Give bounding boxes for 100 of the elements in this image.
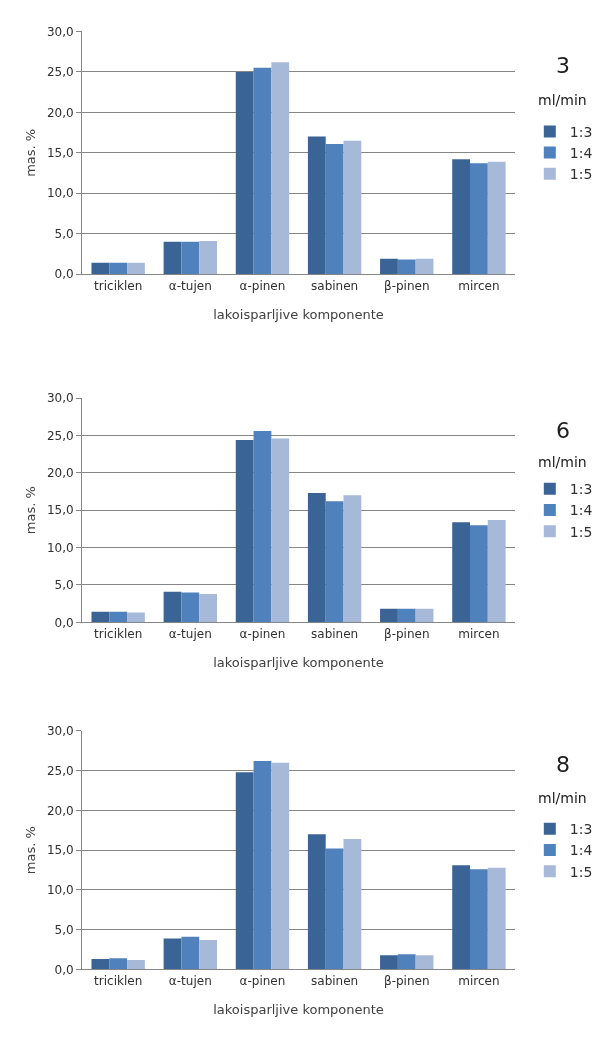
x-tick-label: α-pinen (239, 278, 286, 293)
bar (235, 439, 254, 623)
x-tick-label: sabinen (311, 278, 359, 293)
bar (325, 501, 344, 623)
bar (343, 495, 362, 623)
bar (487, 161, 506, 275)
y-tick-label: 5,0 (54, 226, 74, 241)
legend-label: 1:3 (569, 481, 593, 498)
bar (380, 608, 398, 623)
y-tick-label: 0,0 (54, 615, 74, 630)
bar (397, 954, 416, 970)
x-tick-label: mircen (458, 626, 500, 641)
bar (415, 955, 434, 970)
bar (470, 525, 488, 623)
bar (109, 262, 128, 275)
bar (487, 867, 506, 970)
bar (163, 938, 182, 970)
bar (127, 959, 145, 970)
bar (109, 611, 128, 623)
x-axis-title: lakoisparljive komponente (213, 1002, 384, 1018)
bar (91, 611, 110, 623)
x-tick-label: β-pinen (383, 973, 430, 988)
y-axis-title: mas. % (22, 128, 38, 177)
bar (271, 762, 290, 970)
bar (91, 959, 110, 970)
bar (91, 262, 110, 275)
y-tick-label: 15,0 (46, 843, 74, 858)
bar (415, 608, 434, 623)
bar (470, 163, 488, 275)
legend-label: 1:5 (569, 166, 593, 183)
y-tick-label: 5,0 (54, 578, 74, 593)
x-tick-label: sabinen (311, 973, 359, 988)
y-tick-label: 10,0 (46, 186, 74, 201)
bar (109, 958, 128, 970)
bar (163, 241, 182, 275)
text: 3 (556, 53, 570, 78)
bar (271, 438, 290, 623)
y-tick-label: 25,0 (46, 428, 74, 443)
y-tick-label: 30,0 (46, 724, 74, 739)
legend-label: 1:4 (569, 502, 593, 519)
y-tick-label: 25,0 (46, 763, 74, 778)
bar (487, 519, 506, 623)
x-axis-title: lakoisparljive komponente (213, 307, 384, 323)
bar (235, 772, 254, 970)
text: 6 (556, 418, 570, 443)
legend-label: 1:3 (569, 821, 593, 838)
x-tick-label: triciklen (94, 278, 143, 293)
bar (380, 955, 398, 970)
x-tick-label: β-pinen (383, 626, 430, 641)
y-axis-title: mas. % (22, 826, 38, 875)
bar (307, 136, 326, 275)
x-axis-title: lakoisparljive komponente (213, 655, 384, 671)
bar (271, 62, 290, 275)
bar (199, 240, 218, 275)
bar (181, 936, 200, 970)
legend-label: 1:4 (569, 842, 593, 859)
y-tick-label: 0,0 (54, 267, 74, 282)
text: 8 (556, 752, 570, 777)
bar (199, 593, 218, 623)
y-tick-label: 10,0 (46, 540, 74, 555)
legend-label: 1:3 (569, 123, 593, 140)
bar (181, 241, 200, 275)
x-tick-label: mircen (458, 278, 500, 293)
text: ml/min (538, 92, 587, 108)
x-tick-label: sabinen (311, 626, 359, 641)
y-tick-label: 5,0 (54, 922, 74, 937)
bar (452, 159, 471, 275)
x-tick-label: triciklen (94, 626, 143, 641)
bar (181, 592, 200, 623)
x-tick-label: α-tujen (168, 626, 212, 641)
bar (325, 143, 344, 275)
bar (127, 612, 145, 623)
y-tick-label: 30,0 (46, 24, 74, 39)
x-tick-label: triciklen (94, 973, 143, 988)
legend-label: 1:5 (569, 523, 593, 540)
x-tick-label: α-pinen (239, 626, 286, 641)
bar (307, 492, 326, 623)
bar (380, 258, 398, 275)
legend-label: 1:5 (569, 863, 593, 880)
y-tick-label: 20,0 (46, 105, 74, 120)
y-tick-label: 25,0 (46, 65, 74, 80)
bar (253, 430, 272, 623)
y-tick-label: 10,0 (46, 883, 74, 898)
bar (343, 839, 362, 970)
text: ml/min (538, 790, 587, 806)
y-tick-label: 0,0 (54, 962, 74, 977)
y-tick-label: 20,0 (46, 803, 74, 818)
bar (163, 591, 182, 623)
text: ml/min (538, 454, 587, 470)
y-tick-label: 15,0 (46, 146, 74, 160)
bar (470, 869, 488, 970)
bar (253, 761, 272, 970)
x-tick-label: α-pinen (239, 973, 286, 988)
y-tick-label: 30,0 (46, 391, 74, 406)
x-tick-label: α-tujen (168, 973, 212, 988)
x-tick-label: mircen (458, 973, 500, 988)
y-tick-label: 15,0 (46, 503, 74, 518)
bar (127, 262, 145, 275)
bar (415, 258, 434, 275)
bar (325, 848, 344, 970)
